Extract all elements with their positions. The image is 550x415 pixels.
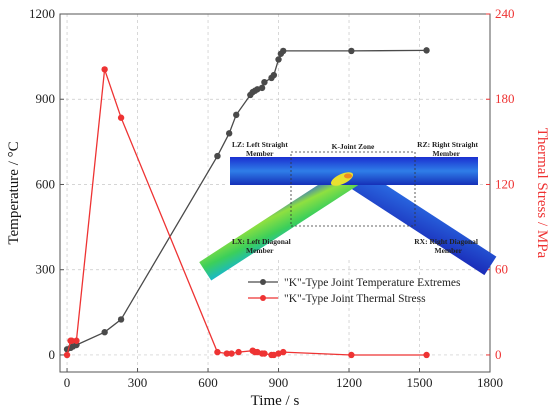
data-point-stress	[214, 348, 221, 356]
right-y-axis-title: Thermal Stress / MPa	[534, 128, 550, 259]
data-point-stress	[280, 348, 287, 356]
y-right-tick-label: 60	[495, 262, 508, 277]
legend-marker-temperature	[260, 279, 266, 285]
data-point-stress	[223, 350, 231, 357]
data-point-temperature	[233, 111, 240, 119]
y-left-tick-label: 1200	[29, 6, 55, 21]
data-point-stress	[73, 337, 80, 344]
data-point-temperature	[423, 47, 430, 54]
data-point-temperature	[101, 329, 108, 336]
x-axis: 0 300 600 900 1200 1500 1800	[64, 368, 503, 390]
legend-label-temperature: "K"-Type Joint Temperature Extremes	[284, 277, 461, 289]
series-layer	[63, 47, 430, 359]
inset-title: K-Joint Zone	[332, 142, 375, 151]
inset-label-lx: LX: Left Diagonal Member	[232, 237, 291, 255]
data-point-temperature	[270, 71, 278, 79]
y-left-tick-label: 300	[36, 262, 56, 277]
y-right-tick-label: 180	[495, 91, 515, 106]
data-point-temperature	[117, 316, 125, 323]
x-tick-label: 900	[269, 375, 289, 390]
inset-label-rz: RZ: Right Straight Member	[417, 140, 478, 158]
legend-label-stress: "K"-Type Joint Thermal Stress	[284, 293, 426, 305]
y-right-tick-label: 240	[495, 6, 515, 21]
y-right-tick-label: 0	[495, 347, 502, 362]
right-y-axis: 0 60 120 180 240	[486, 6, 515, 362]
data-point-temperature	[348, 47, 355, 55]
plot-frame	[59, 13, 491, 373]
data-point-temperature	[214, 152, 221, 160]
x-tick-label: 300	[128, 375, 148, 390]
x-tick-label: 1200	[336, 375, 362, 390]
fea-inset-image: K-Joint Zone LZ: Left Straight Member RZ:…	[199, 140, 497, 281]
data-point-stress	[117, 114, 125, 121]
left-diagonal-member	[199, 166, 358, 281]
x-tick-label: 1800	[477, 375, 503, 390]
data-point-temperature	[261, 78, 268, 86]
data-point-temperature	[225, 130, 233, 137]
data-point-stress	[348, 351, 355, 359]
y-left-tick-label: 0	[49, 347, 56, 362]
hotspot-core	[344, 173, 352, 179]
left-y-axis: 0 300 600 900 1200	[29, 6, 64, 362]
left-y-axis-title: Temperature / °C	[6, 141, 22, 244]
legend-marker-stress	[260, 295, 266, 301]
data-point-temperature	[280, 47, 287, 55]
data-point-stress	[423, 351, 430, 359]
y-right-tick-label: 120	[495, 176, 515, 191]
y-left-tick-label: 900	[36, 91, 56, 106]
k-joint-zone-box	[290, 151, 416, 227]
chord-member	[230, 157, 478, 185]
data-point-stress	[63, 351, 71, 359]
y-left-tick-label: 600	[36, 176, 56, 191]
x-axis-title: Time / s	[251, 393, 300, 409]
legend: "K"-Type Joint Temperature Extremes "K"-…	[248, 277, 461, 305]
data-point-stress	[235, 348, 242, 356]
data-point-stress	[228, 350, 235, 357]
data-point-stress	[101, 66, 108, 73]
x-tick-label: 600	[198, 375, 218, 390]
x-tick-label: 1500	[407, 375, 433, 390]
inset-label-lz: LZ: Left Straight Member	[232, 140, 288, 158]
data-point-stress	[261, 350, 268, 357]
data-point-stress	[68, 337, 75, 344]
inset-label-rx: RX: Right Diagonal Member	[414, 237, 478, 255]
x-tick-label: 0	[64, 375, 71, 390]
data-point-temperature	[275, 56, 282, 63]
right-diagonal-member	[346, 166, 497, 276]
data-point-temperature	[258, 84, 266, 92]
